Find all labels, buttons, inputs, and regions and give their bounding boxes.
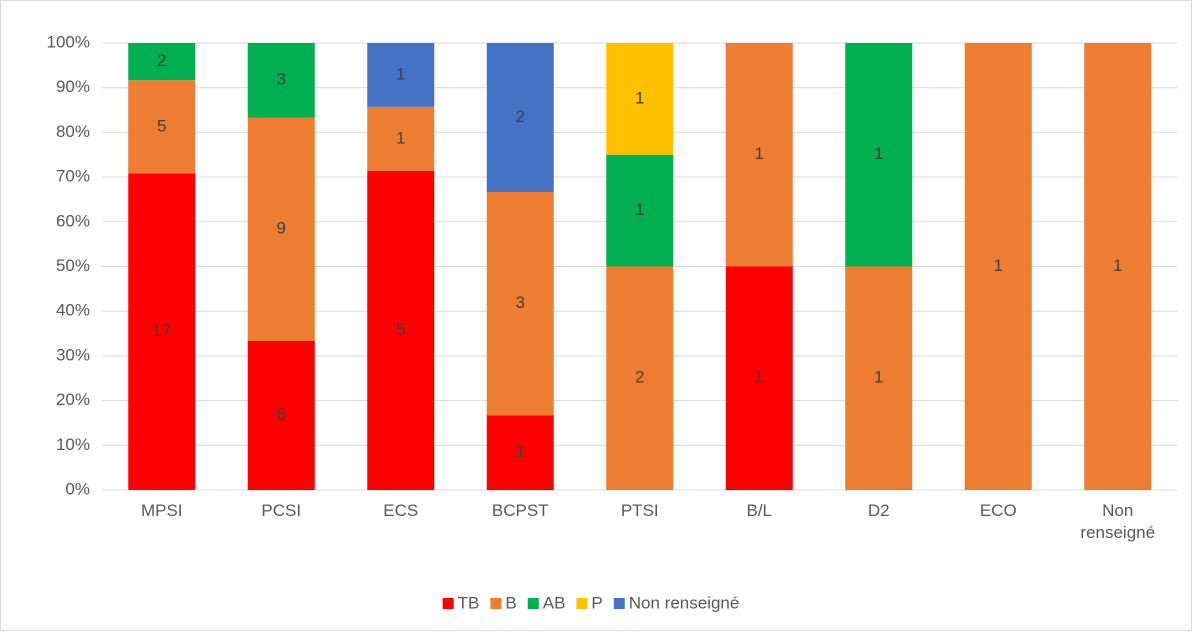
bar-segment xyxy=(247,117,315,341)
x-tick-label: PCSI xyxy=(261,501,302,520)
bar-segment xyxy=(725,43,793,267)
data-label: 1 xyxy=(755,368,764,387)
data-label: 1 xyxy=(994,256,1003,275)
bar-segment xyxy=(486,43,554,192)
data-label: 1 xyxy=(516,442,525,461)
bar-segment xyxy=(845,266,913,490)
bar-segment xyxy=(367,170,435,490)
legend-swatch xyxy=(576,598,588,609)
y-tick-label: 30% xyxy=(56,345,90,364)
data-label: 1 xyxy=(874,144,883,163)
bar-segment xyxy=(486,192,554,416)
y-tick-label: 90% xyxy=(56,77,90,96)
y-tick-label: 10% xyxy=(56,435,90,454)
legend-swatch xyxy=(527,598,539,609)
y-tick-label: 80% xyxy=(56,122,90,141)
bar-segment xyxy=(247,43,315,118)
x-tick-label: PTSI xyxy=(620,501,659,520)
data-label: 1 xyxy=(396,64,405,83)
x-tick-label: ECS xyxy=(383,501,419,520)
data-label: 1 xyxy=(635,88,644,107)
legend-swatch xyxy=(613,598,625,609)
legend-swatch xyxy=(490,598,502,609)
y-tick-label: 20% xyxy=(56,390,90,409)
bar-segment xyxy=(367,43,435,107)
data-label: 1 xyxy=(874,368,883,387)
bar-segment xyxy=(247,341,315,490)
data-label: 1 xyxy=(635,200,644,219)
data-label: 3 xyxy=(277,70,286,89)
data-label: 5 xyxy=(157,116,166,135)
data-label: 5 xyxy=(396,320,405,339)
x-tick-label: ECO xyxy=(979,501,1017,520)
y-tick-label: 0% xyxy=(65,479,90,498)
bar-segment xyxy=(606,154,674,267)
bar-segment xyxy=(128,43,196,81)
bar-segment xyxy=(606,43,674,155)
x-tick-label: B/L xyxy=(746,501,773,520)
x-tick-label: D2 xyxy=(867,501,890,520)
x-tick-label: Non renseigné xyxy=(1080,501,1156,542)
legend-label: TB xyxy=(458,593,480,612)
data-label: 17 xyxy=(152,321,171,340)
bar-segment xyxy=(1084,43,1152,490)
y-tick-label: 100% xyxy=(47,32,90,51)
bar-segment xyxy=(725,266,793,490)
data-label: 9 xyxy=(277,219,286,238)
data-label: 2 xyxy=(516,107,525,126)
bar-segment xyxy=(964,43,1032,490)
y-tick-label: 40% xyxy=(56,301,90,320)
bar-segment xyxy=(367,106,435,171)
legend-label: Non renseigné xyxy=(629,593,740,612)
bar-segment xyxy=(845,43,913,267)
data-label: 1 xyxy=(755,144,764,163)
bar-segment xyxy=(128,80,196,174)
legend-swatch xyxy=(442,598,454,609)
bar-segment xyxy=(606,266,674,490)
data-label: 3 xyxy=(516,293,525,312)
y-tick-label: 50% xyxy=(56,256,90,275)
legend-label: B xyxy=(505,593,516,612)
data-label: 6 xyxy=(277,405,286,424)
x-tick-label: MPSI xyxy=(140,501,183,520)
bar-segment xyxy=(128,173,196,490)
data-label: 2 xyxy=(635,368,644,387)
y-tick-label: 70% xyxy=(56,167,90,186)
bar-segment xyxy=(486,415,554,490)
data-label: 1 xyxy=(396,128,405,147)
y-tick-label: 60% xyxy=(56,211,90,230)
legend-label: AB xyxy=(543,593,566,612)
x-tick-label: BCPST xyxy=(491,501,549,520)
data-label: 2 xyxy=(157,51,166,70)
legend-label: P xyxy=(591,593,602,612)
data-label: 1 xyxy=(1113,256,1122,275)
